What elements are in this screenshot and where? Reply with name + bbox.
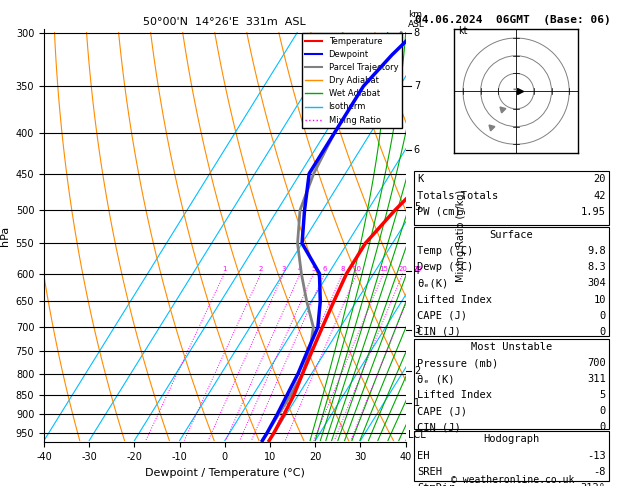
Text: 25: 25: [414, 266, 423, 272]
Text: 311: 311: [587, 374, 606, 384]
Text: 304: 304: [587, 278, 606, 289]
Text: Lifted Index: Lifted Index: [417, 390, 492, 400]
Text: 2: 2: [259, 266, 263, 272]
Text: θₑ(K): θₑ(K): [417, 278, 448, 289]
Text: CIN (J): CIN (J): [417, 327, 461, 337]
Text: CAPE (J): CAPE (J): [417, 311, 467, 321]
Text: 312°: 312°: [581, 483, 606, 486]
Text: CAPE (J): CAPE (J): [417, 406, 467, 417]
Text: StmDir: StmDir: [417, 483, 455, 486]
Text: 0: 0: [599, 311, 606, 321]
Text: 5: 5: [311, 266, 316, 272]
Text: kt: kt: [458, 26, 467, 36]
Text: © weatheronline.co.uk: © weatheronline.co.uk: [451, 475, 574, 485]
Text: 42: 42: [593, 191, 606, 201]
Text: Lifted Index: Lifted Index: [417, 295, 492, 305]
Text: Totals Totals: Totals Totals: [417, 191, 498, 201]
Text: Temp (°C): Temp (°C): [417, 246, 473, 257]
Text: Dewp (°C): Dewp (°C): [417, 262, 473, 273]
Text: -8: -8: [593, 467, 606, 477]
Text: 5: 5: [414, 202, 420, 212]
Text: Pressure (mb): Pressure (mb): [417, 358, 498, 368]
Text: LCL: LCL: [408, 430, 426, 440]
Text: 0: 0: [599, 422, 606, 433]
Text: 6: 6: [414, 145, 420, 155]
Text: 20: 20: [593, 174, 606, 185]
Y-axis label: hPa: hPa: [0, 226, 10, 246]
X-axis label: Dewpoint / Temperature (°C): Dewpoint / Temperature (°C): [145, 468, 305, 478]
Text: 8: 8: [414, 28, 420, 37]
Text: km
ASL: km ASL: [408, 10, 425, 29]
Text: Surface: Surface: [489, 230, 533, 241]
Text: K: K: [417, 174, 423, 185]
Text: 700: 700: [587, 358, 606, 368]
Text: 5: 5: [599, 390, 606, 400]
Text: 1: 1: [222, 266, 226, 272]
Title: 50°00'N  14°26'E  331m  ASL: 50°00'N 14°26'E 331m ASL: [143, 17, 306, 27]
Text: Mixing Ratio (g/kg): Mixing Ratio (g/kg): [456, 190, 466, 282]
Text: 0: 0: [599, 327, 606, 337]
Text: 3: 3: [281, 266, 286, 272]
Text: 8.3: 8.3: [587, 262, 606, 273]
Legend: Temperature, Dewpoint, Parcel Trajectory, Dry Adiabat, Wet Adiabat, Isotherm, Mi: Temperature, Dewpoint, Parcel Trajectory…: [302, 34, 401, 128]
Text: 04.06.2024  06GMT  (Base: 06): 04.06.2024 06GMT (Base: 06): [415, 15, 611, 25]
Text: -13: -13: [587, 451, 606, 461]
Text: SREH: SREH: [417, 467, 442, 477]
Text: 10: 10: [593, 295, 606, 305]
Text: 8: 8: [340, 266, 345, 272]
Text: CIN (J): CIN (J): [417, 422, 461, 433]
Text: 1.95: 1.95: [581, 207, 606, 217]
Text: 9.8: 9.8: [587, 246, 606, 257]
Text: 15: 15: [379, 266, 387, 272]
Text: θₑ (K): θₑ (K): [417, 374, 455, 384]
Text: EH: EH: [417, 451, 430, 461]
Text: 6: 6: [322, 266, 327, 272]
Text: 2: 2: [414, 366, 420, 376]
Text: 4: 4: [414, 266, 420, 276]
Text: PW (cm): PW (cm): [417, 207, 461, 217]
Text: Most Unstable: Most Unstable: [470, 342, 552, 352]
Text: 20: 20: [398, 266, 408, 272]
Text: 4: 4: [298, 266, 303, 272]
Text: Hodograph: Hodograph: [483, 434, 540, 445]
Text: 10: 10: [352, 266, 361, 272]
Text: 3: 3: [414, 325, 420, 334]
Text: 1: 1: [414, 398, 420, 408]
Text: 7: 7: [414, 81, 420, 91]
Text: 0: 0: [599, 406, 606, 417]
